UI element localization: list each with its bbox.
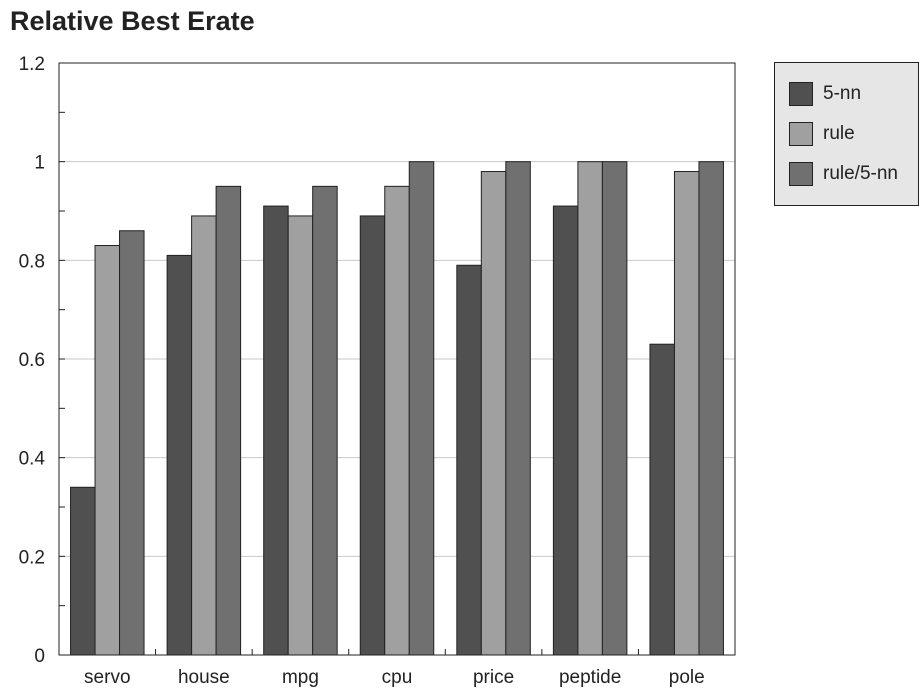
bar-rule-pole bbox=[673, 171, 700, 656]
x-axis-tick-labels: servo house mpg cpu price peptide pole bbox=[84, 667, 705, 688]
bar-rule-5-nn-peptide bbox=[601, 161, 628, 656]
x-tick-label: servo bbox=[84, 667, 130, 688]
legend-swatch-rule-5-nn bbox=[789, 162, 813, 186]
bar-5-nn-peptide bbox=[552, 205, 579, 656]
x-tick-label: pole bbox=[669, 667, 705, 688]
legend-item-rule-5-nn: rule/5-nn bbox=[789, 161, 898, 187]
legend-swatch-5-nn bbox=[789, 82, 813, 106]
y-tick-label: 1 bbox=[34, 153, 45, 174]
bar-5-nn-pole bbox=[649, 343, 675, 656]
y-tick-label: 0.8 bbox=[19, 251, 45, 272]
bar-rule-price bbox=[480, 171, 507, 656]
bar-rule-servo bbox=[94, 245, 121, 656]
bar-rule-peptide bbox=[577, 161, 603, 656]
y-tick-label: 0.6 bbox=[19, 350, 45, 371]
bar-rule-5-nn-mpg bbox=[312, 185, 338, 656]
y-tick-label: 0.4 bbox=[19, 449, 46, 470]
bar-rule-house bbox=[191, 215, 217, 656]
bar-rule-5-nn-price bbox=[505, 161, 531, 656]
legend-item-rule: rule bbox=[789, 121, 855, 147]
legend: 5-nn rule rule/5-nn bbox=[774, 62, 919, 206]
bar-rule-5-nn-house bbox=[215, 185, 242, 656]
bar-5-nn-price bbox=[456, 264, 482, 656]
x-tick-label: peptide bbox=[559, 667, 621, 688]
bar-rule-mpg bbox=[287, 215, 314, 656]
bar-5-nn-servo bbox=[70, 486, 96, 656]
bars bbox=[70, 161, 724, 656]
x-tick-label: cpu bbox=[382, 667, 413, 688]
legend-label-rule: rule bbox=[823, 123, 855, 144]
y-axis-tick-labels: 0 0.2 0.4 0.6 0.8 1 1.2 bbox=[19, 54, 46, 667]
legend-label-rule-5-nn: rule/5-nn bbox=[823, 163, 898, 184]
y-tick-label: 0 bbox=[34, 646, 45, 667]
y-tick-label: 1.2 bbox=[19, 54, 45, 75]
axis-ticks bbox=[58, 62, 639, 656]
y-tick-label: 0.2 bbox=[19, 547, 45, 568]
legend-item-5-nn: 5-nn bbox=[789, 81, 861, 107]
bar-rule-cpu bbox=[384, 185, 410, 656]
bar-5-nn-house bbox=[166, 254, 193, 656]
bar-5-nn-mpg bbox=[263, 205, 289, 656]
bar-rule-5-nn-servo bbox=[119, 230, 145, 656]
chart-title: Relative Best Erate bbox=[10, 6, 255, 36]
legend-label-5-nn: 5-nn bbox=[823, 83, 862, 104]
x-tick-label: price bbox=[473, 667, 514, 688]
bar-5-nn-cpu bbox=[359, 215, 386, 656]
bar-rule-5-nn-pole bbox=[698, 161, 724, 656]
legend-swatch-rule bbox=[789, 122, 813, 146]
x-tick-label: house bbox=[178, 667, 230, 688]
bar-rule-5-nn-cpu bbox=[408, 161, 435, 656]
x-tick-label: mpg bbox=[282, 667, 319, 688]
